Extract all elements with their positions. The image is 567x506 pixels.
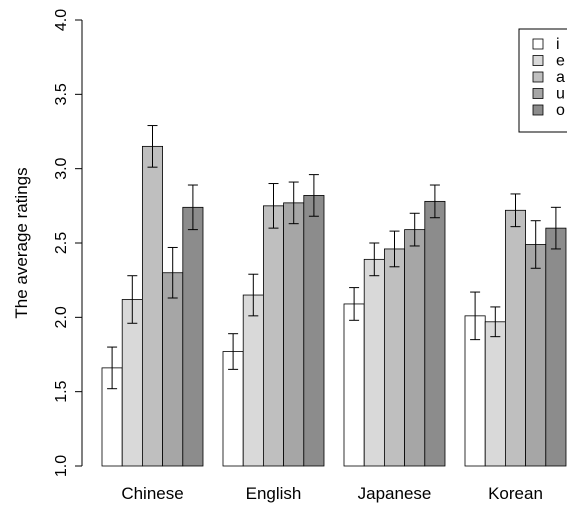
bars-group [101,145,567,467]
legend-swatch [532,71,544,83]
bar [162,272,184,467]
bar [424,200,446,467]
legend-swatch [532,38,544,50]
bar [303,195,325,467]
bar [262,205,284,467]
bar [363,258,385,467]
y-tick-label: 2.5 [53,232,70,254]
legend-swatch [532,55,544,66]
bar [484,321,506,467]
bar [283,202,305,467]
bar [525,244,547,467]
legend-label: o [556,102,565,119]
x-tick-label: Chinese [121,484,183,503]
y-tick-label: 3.0 [53,157,70,179]
y-axis: 1.0 1.5 2.0 2.5 3.0 3.5 4.0 [53,9,83,477]
legend-label: e [556,53,565,70]
bar [182,206,204,467]
bar [404,229,426,467]
legend-label: u [556,86,565,103]
bar [504,209,526,467]
y-tick-label: 1.0 [53,455,70,477]
bar [343,303,365,467]
bar [545,227,567,467]
legend-label: i [556,36,560,53]
error-bars-group [107,125,561,390]
x-tick-label: English [246,484,302,503]
legend-swatch [532,104,544,116]
legend-label: a [556,69,565,86]
x-tick-label: Korean [488,484,543,503]
x-tick-label: Japanese [358,484,432,503]
y-tick-label: 4.0 [53,9,70,31]
x-axis-labels: Chinese English Japanese Korean [121,484,543,503]
bar [242,294,264,467]
legend-swatch [532,88,544,99]
y-tick-label: 1.5 [53,380,70,402]
y-tick-label: 3.5 [53,83,70,105]
y-axis-label: The average ratings [12,167,31,318]
bar [383,248,405,467]
bar [121,299,143,467]
y-tick-label: 2.0 [53,306,70,328]
bar [141,145,163,467]
